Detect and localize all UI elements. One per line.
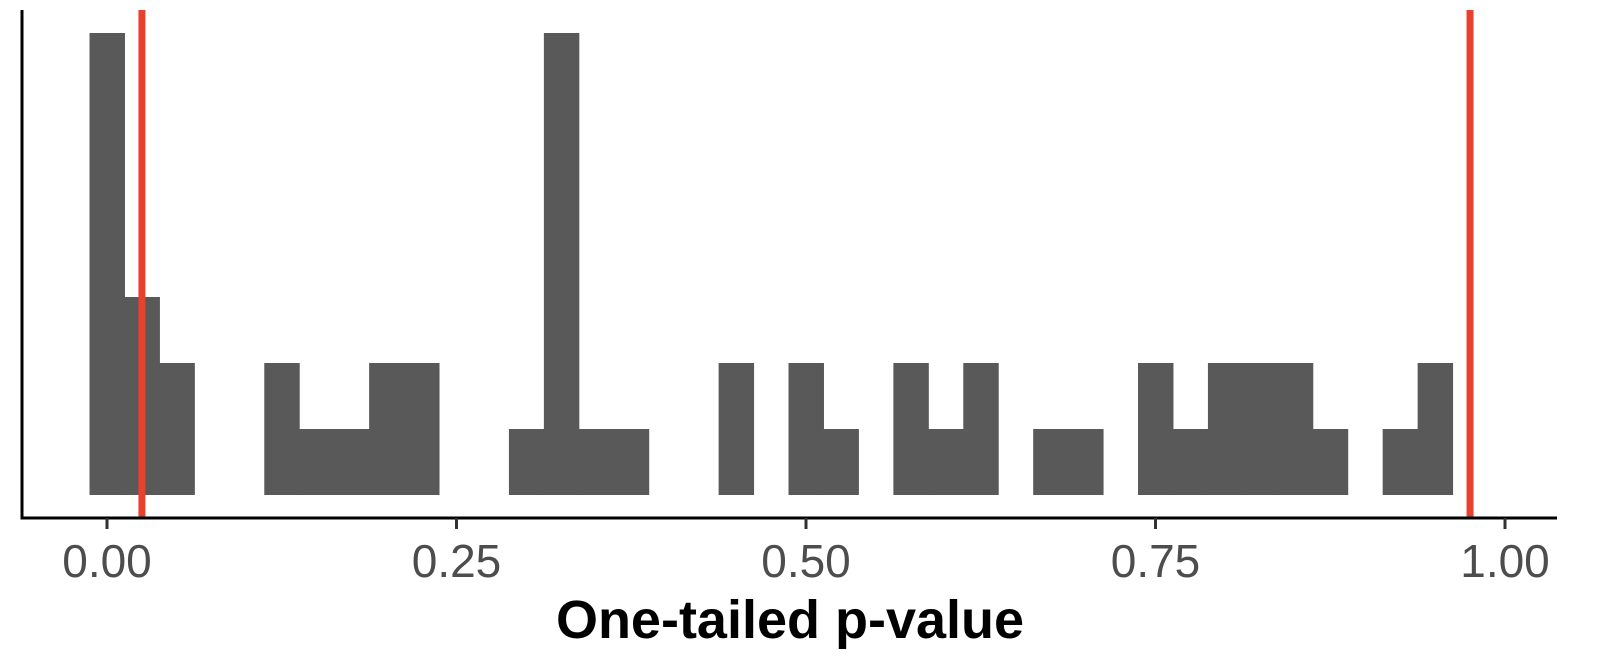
histogram-bar-3 xyxy=(264,363,300,495)
histogram-bar-2 xyxy=(159,363,195,495)
histogram-bar-7 xyxy=(404,363,440,495)
histogram-bar-5 xyxy=(334,429,370,495)
histogram-bar-19 xyxy=(1068,429,1104,495)
histogram-bar-20 xyxy=(1138,363,1174,495)
reference-lines xyxy=(138,10,1474,518)
histogram-bar-0 xyxy=(89,33,125,495)
x-tick-label-1: 0.25 xyxy=(412,535,502,587)
x-tick-label-4: 1.00 xyxy=(1460,535,1550,587)
histogram-bar-8 xyxy=(508,429,545,495)
histogram-bar-16 xyxy=(928,429,964,495)
histogram-bar-17 xyxy=(963,363,999,495)
histogram-bar-12 xyxy=(718,363,755,495)
x-tick-label-3: 0.75 xyxy=(1111,535,1201,587)
histogram-bar-23 xyxy=(1242,363,1279,495)
histogram-bar-13 xyxy=(788,363,824,495)
histogram-bar-9 xyxy=(543,33,580,495)
histogram-bar-15 xyxy=(893,363,929,495)
histogram-bar-11 xyxy=(613,429,650,495)
x-axis-title: One-tailed p-value xyxy=(556,590,1024,650)
histogram-bar-10 xyxy=(578,429,615,495)
histogram-bar-27 xyxy=(1417,363,1454,495)
histogram-bar-21 xyxy=(1172,429,1209,495)
x-tick-label-0: 0.00 xyxy=(62,535,152,587)
histogram-bars xyxy=(89,33,1454,495)
x-axis-ticks: 0.00 0.25 0.50 0.75 1.00 xyxy=(62,518,1550,587)
histogram-bar-24 xyxy=(1277,363,1314,495)
histogram-bar-25 xyxy=(1312,429,1349,495)
histogram-bar-18 xyxy=(1033,429,1069,495)
histogram-bar-26 xyxy=(1382,429,1419,495)
histogram-bar-14 xyxy=(823,429,859,495)
x-tick-label-2: 0.50 xyxy=(761,535,851,587)
histogram-bar-22 xyxy=(1207,363,1244,495)
axes xyxy=(20,10,1557,520)
histogram-bar-6 xyxy=(369,363,405,495)
histogram-bar-4 xyxy=(299,429,335,495)
